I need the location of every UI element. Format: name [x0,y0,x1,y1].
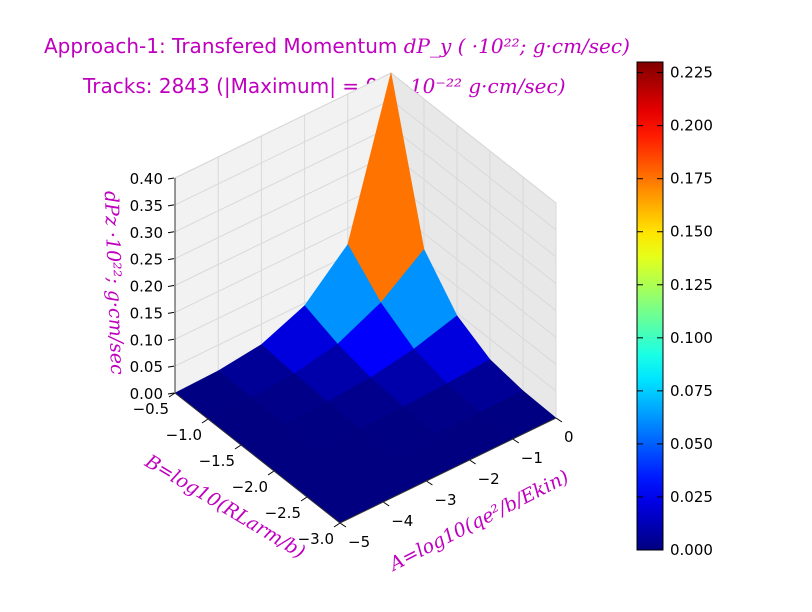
z-axis-tick [167,258,175,261]
z-axis-tick-label: 0.15 [130,304,163,322]
b-axis-tick-label: −0.5 [133,400,169,418]
z-axis-tick [167,311,175,314]
a-axis-tick-label: −1 [521,449,543,467]
b-axis-tick [201,418,209,424]
z-axis-tick [167,231,175,234]
colorbar-tick-label: 0.025 [670,488,713,506]
b-axis-tick-label: −2.0 [232,478,268,496]
z-axis-tick [167,285,175,287]
z-axis-tick-label: 0.05 [130,358,163,376]
a-axis-tick-label: 0 [564,428,574,446]
chart-subtitle: Tracks: 2843 (|Maximum| = 0.4 ·10⁻²² g·c… [83,74,566,98]
colorbar-tick-label: 0.150 [670,223,713,241]
a-axis-tick [339,522,347,528]
z-axis-tick-label: 0.25 [130,251,163,269]
z-axis-tick-label: 0.35 [130,197,163,215]
colorbar-tick-label: 0.225 [670,64,713,82]
b-axis-tick [333,522,341,528]
colorbar-tick-label: 0.125 [670,276,713,294]
colorbar-tick-label: 0.075 [670,382,713,400]
z-axis-tick-label: 0.40 [130,170,163,188]
chart-subtitle-math: ·10⁻²² g·cm/sec) [403,74,566,98]
a-axis-tick-label: −5 [348,533,370,551]
b-axis-tick-label: −2.5 [265,504,301,522]
colorbar-tick-label: 0.000 [670,541,713,559]
chart-title-math: dP_y ( ·10²²; g·cm/sec) [403,34,630,58]
a-axis-tick [426,480,433,486]
axis-ticks: −5 −4 −3 −2 −1 0 −3.0 −2.5 −2.0 −1.5 −1.0 −0.50.00 0… [130,170,574,551]
axis-line [174,392,341,524]
colorbar-tick-label: 0.200 [670,117,713,135]
b-axis-tick [168,392,176,398]
a-axis-tick [469,459,476,465]
a-axis-tick [512,438,520,444]
z-axis-tick [167,204,175,207]
a-axis-tick [382,501,390,507]
z-axis-tick [167,365,175,368]
a-axis-tick [555,417,563,423]
z-axis-tick-label: 0.10 [130,331,163,349]
a-axis-tick-label: −4 [391,512,413,530]
axis-line [339,417,557,524]
b-axis-tick [234,444,242,450]
colorbar-tick-label: 0.050 [670,435,713,453]
b-axis-tick [300,496,308,502]
b-axis-tick [267,470,275,476]
z-axis-tick-label: 0.00 [130,385,163,403]
colorbar-tick-label: 0.175 [670,170,713,188]
chart-title-text: Approach-1: Transfered Momentum [44,34,398,58]
a-axis-tick-label: −3 [434,491,456,509]
b-axis-tick-label: −1.0 [166,426,202,444]
chart-subtitle-text: Tracks: 2843 (|Maximum| = 0.4 [83,74,398,98]
z-axis-tick [167,177,175,180]
z-axis-label: dPz ·10²²; g·cm/sec [100,191,128,376]
a-axis-tick-label: −2 [478,470,500,488]
z-axis-tick [167,338,175,341]
z-axis-tick-label: 0.30 [130,224,163,242]
colorbar-gradient [636,61,664,551]
b-axis-tick-label: −1.5 [199,452,235,470]
colorbar-tick-label: 0.100 [670,329,713,347]
b-axis-tick-label: −3.0 [298,530,334,548]
z-axis-tick-label: 0.20 [130,278,163,296]
chart-title: Approach-1: Transfered Momentum dP_y ( ·… [44,34,630,58]
colorbar: 0.000 0.025 0.050 0.075 0.100 0.125 0.150 0.175… [636,61,713,559]
z-axis-tick [167,392,175,395]
